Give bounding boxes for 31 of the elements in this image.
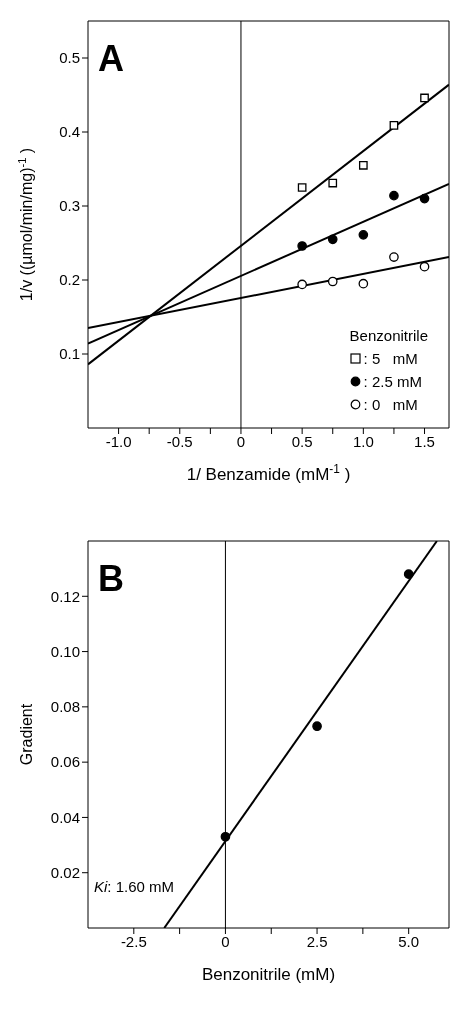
annotation: Ki: 1.60 mM	[94, 878, 175, 895]
y-tick-label: 0.04	[50, 808, 80, 826]
x-tick-label: 2.5	[306, 932, 328, 950]
x-tick-label: 1.0	[352, 432, 374, 450]
text: A	[98, 38, 124, 80]
y-tick-label: 0.08	[50, 698, 80, 716]
y-tick-label: 0.06	[50, 753, 80, 771]
x-tick-label: -1.0	[105, 432, 132, 450]
x-tick-label: 1.5	[414, 432, 435, 450]
x-axis-title: 1/ Benzamide (mM$^{-1}$)	[186, 462, 351, 484]
y-tick-label: 0.10	[50, 642, 80, 660]
y-tick-label: 0.5	[59, 49, 80, 67]
text: B	[98, 558, 124, 600]
legend-label: : 0 mM	[363, 395, 418, 415]
x-tick-label: 0	[236, 432, 246, 450]
legend-label: : 5 mM	[363, 349, 418, 369]
x-tick-label: 0.5	[291, 432, 313, 450]
x-axis-title: Benzonitrile (mM)	[201, 965, 336, 984]
x-tick-label: -0.5	[166, 432, 193, 450]
x-tick-label: -2.5	[120, 932, 147, 950]
y-tick-label: 0.2	[59, 271, 80, 289]
legend-label: : 2.5 mM	[363, 372, 422, 392]
y-tick-label: 0.1	[59, 345, 80, 363]
y-tick-label: 0.02	[50, 864, 80, 882]
legend-title: Benzonitrile	[349, 326, 428, 346]
x-tick-label: 0	[221, 932, 230, 950]
y-tick-label: 0.3	[59, 197, 80, 215]
y-axis-title: Gradient	[18, 703, 35, 766]
x-tick-label: 5.0	[398, 932, 420, 950]
y-tick-label: 0.4	[59, 123, 80, 141]
y-tick-label: 0.12	[50, 587, 80, 605]
